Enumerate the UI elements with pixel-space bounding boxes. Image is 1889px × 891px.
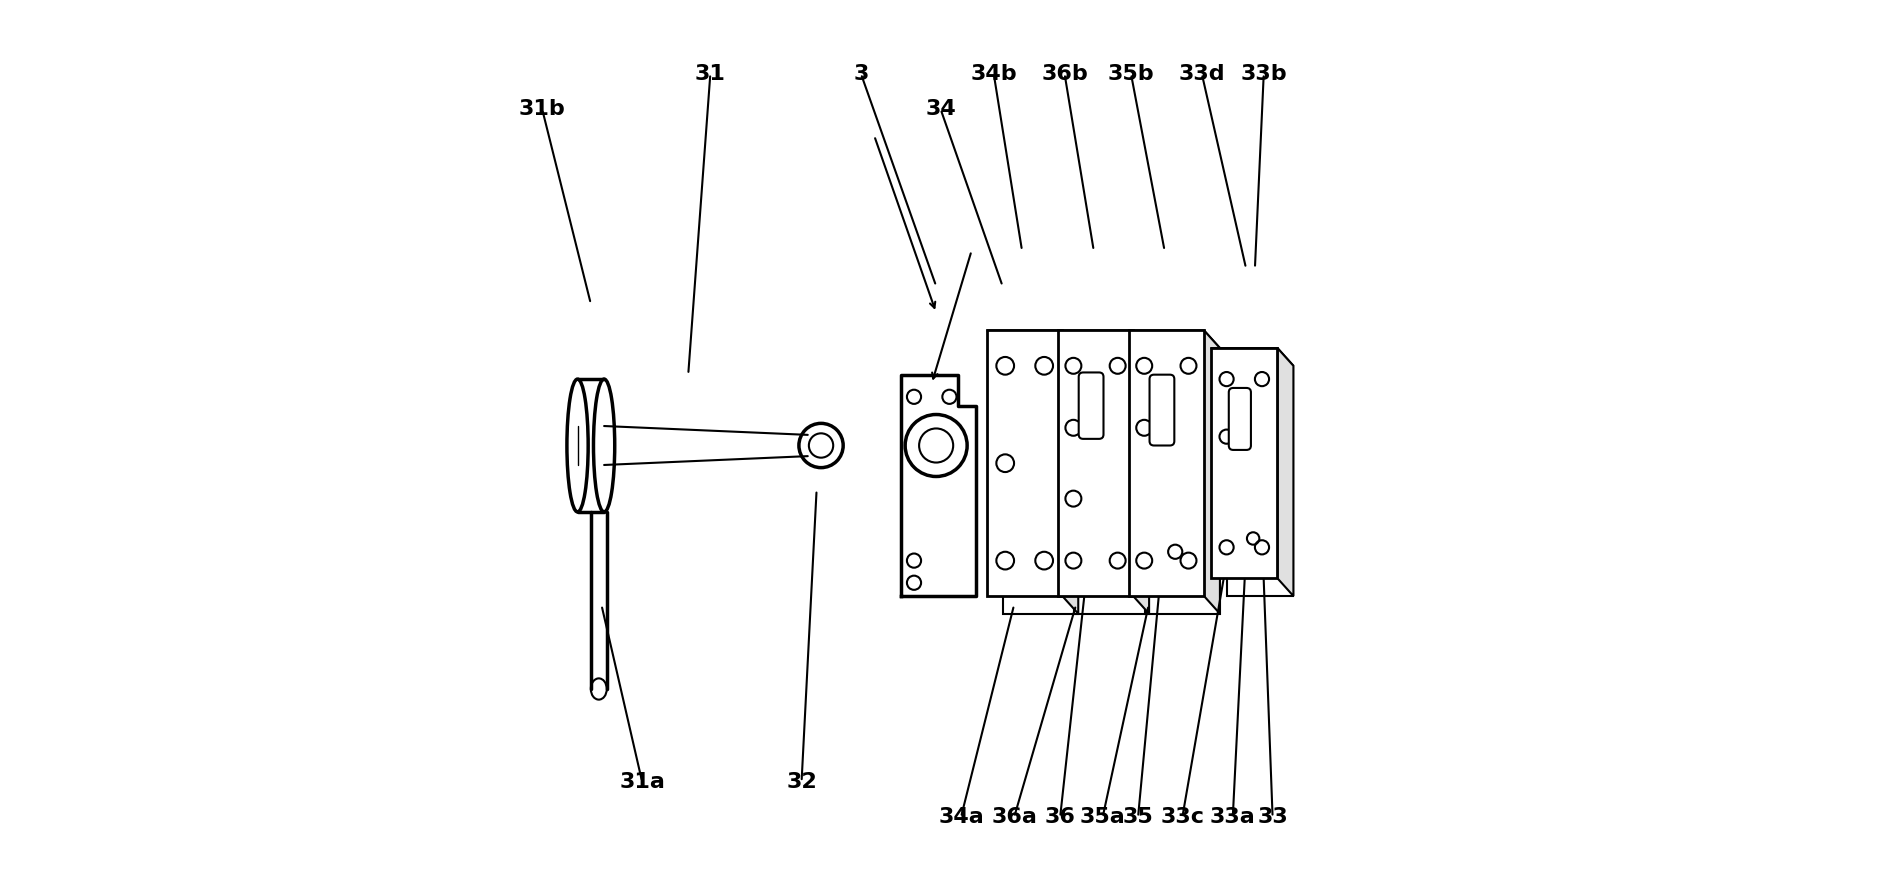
Polygon shape bbox=[1277, 348, 1292, 596]
Ellipse shape bbox=[905, 414, 967, 477]
Polygon shape bbox=[1128, 331, 1203, 596]
Text: 33b: 33b bbox=[1239, 63, 1286, 84]
Polygon shape bbox=[1073, 348, 1149, 614]
Polygon shape bbox=[1128, 331, 1218, 348]
Ellipse shape bbox=[1235, 468, 1243, 477]
Ellipse shape bbox=[593, 379, 614, 512]
Polygon shape bbox=[1058, 331, 1133, 596]
Text: 33a: 33a bbox=[1209, 807, 1254, 828]
Text: 36: 36 bbox=[1045, 807, 1075, 828]
Text: 35b: 35b bbox=[1107, 63, 1154, 84]
Polygon shape bbox=[1203, 331, 1218, 614]
Polygon shape bbox=[1062, 331, 1079, 614]
Text: 31a: 31a bbox=[620, 772, 665, 792]
Text: 31: 31 bbox=[695, 63, 725, 84]
Polygon shape bbox=[1133, 331, 1149, 614]
Text: 34b: 34b bbox=[969, 63, 1016, 84]
Text: 36a: 36a bbox=[990, 807, 1037, 828]
FancyBboxPatch shape bbox=[1228, 388, 1251, 450]
Text: 31b: 31b bbox=[518, 99, 565, 119]
Text: 33: 33 bbox=[1256, 807, 1286, 828]
Text: 32: 32 bbox=[786, 772, 816, 792]
Polygon shape bbox=[1226, 366, 1292, 596]
FancyBboxPatch shape bbox=[1149, 374, 1173, 446]
Polygon shape bbox=[1145, 348, 1218, 614]
Text: 34a: 34a bbox=[937, 807, 984, 828]
Text: 33d: 33d bbox=[1179, 63, 1224, 84]
Text: 35: 35 bbox=[1122, 807, 1152, 828]
Polygon shape bbox=[986, 331, 1079, 348]
Text: 35a: 35a bbox=[1079, 807, 1124, 828]
Ellipse shape bbox=[799, 423, 842, 468]
Ellipse shape bbox=[1169, 547, 1179, 556]
Polygon shape bbox=[1211, 348, 1292, 366]
Text: 36b: 36b bbox=[1041, 63, 1088, 84]
Polygon shape bbox=[1003, 348, 1079, 614]
Polygon shape bbox=[1058, 331, 1149, 348]
Ellipse shape bbox=[591, 678, 606, 699]
Text: 33c: 33c bbox=[1160, 807, 1203, 828]
FancyBboxPatch shape bbox=[1079, 372, 1103, 439]
Ellipse shape bbox=[567, 379, 587, 512]
Text: 34: 34 bbox=[926, 99, 956, 119]
Polygon shape bbox=[986, 331, 1062, 596]
Polygon shape bbox=[1211, 348, 1277, 578]
Text: 3: 3 bbox=[852, 63, 869, 84]
